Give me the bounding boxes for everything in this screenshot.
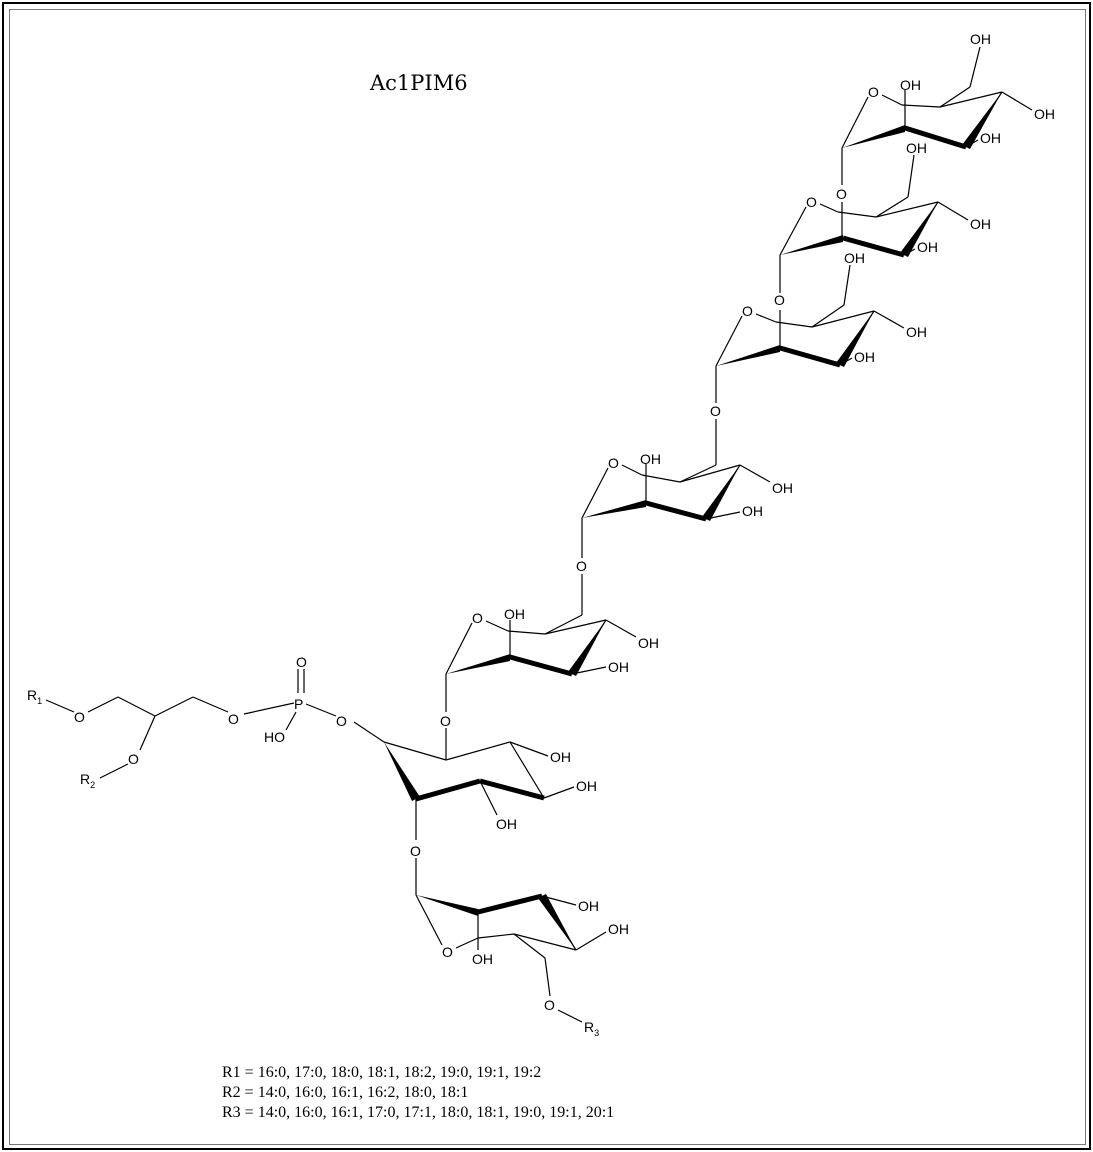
glycosidic-oxygen: O — [576, 558, 587, 574]
compound-title: Ac1PIM6 — [369, 71, 468, 95]
hydroxyl-group: OH — [906, 140, 927, 156]
hydroxyl-group: OH — [970, 31, 991, 47]
hydroxyl-group: OH — [1034, 106, 1055, 122]
ester-oxygen: O — [128, 751, 139, 767]
hydroxyl-group: OH — [900, 77, 921, 93]
substituent-legend: R1 = 16:0, 17:0, 18:0, 18:1, 18:2, 19:0,… — [222, 1064, 614, 1121]
legend-r2: R2 = 14:0, 16:0, 16:1, 16:2, 18:0, 18:1 — [222, 1084, 468, 1101]
hydroxyl-group: OH — [640, 451, 661, 467]
hydroxyl-group: OH — [917, 239, 938, 255]
r3-label: R3 — [584, 1019, 599, 1038]
hydroxyl-group: OH — [504, 606, 525, 622]
ring-oxygen: O — [472, 610, 483, 626]
oxygen-labels: O O O O O O O O O O O O O O O O O O — [74, 84, 879, 1013]
hydroxyl-group: OH — [550, 749, 571, 765]
phosphorus-atom: P — [294, 696, 303, 712]
hydroxyl-group: OH — [578, 898, 599, 914]
r1-label: R1 — [27, 687, 42, 706]
hydroxyl-group: OH — [970, 216, 991, 232]
hydroxyl-group: OH — [844, 250, 865, 266]
phosphate-hydroxyl: HO — [264, 729, 285, 745]
ester-oxygen: O — [544, 997, 555, 1013]
phosphate-oxygen: O — [228, 711, 239, 727]
hydroxyl-group: OH — [496, 816, 517, 832]
mannose-ring-bottom — [415, 858, 607, 1023]
glycosidic-oxygen: O — [410, 843, 421, 859]
mannose-ring-2 — [779, 154, 969, 293]
glycosidic-oxygen: O — [440, 713, 451, 729]
hydroxyl-group: OH — [608, 659, 629, 675]
hydroxyl-group: OH — [472, 951, 493, 967]
mannose-ring-1 — [841, 46, 1033, 185]
hydroxyl-group: OH — [854, 349, 875, 365]
glycosidic-oxygen: O — [710, 403, 721, 419]
ring-oxygen: O — [742, 303, 753, 319]
hydroxyl-group: OH — [980, 130, 1001, 146]
hydroxyl-group: OH — [638, 635, 659, 651]
hydroxyl-group: OH — [608, 921, 629, 937]
hydroxyl-labels: OH OH OH OH OH OH OH OH OH OH OH OH OH O… — [264, 31, 1055, 967]
legend-r1: R1 = 16:0, 17:0, 18:0, 18:1, 18:2, 19:0,… — [222, 1064, 541, 1081]
phosphate-oxygen: O — [336, 713, 347, 729]
inner-frame — [9, 9, 1086, 1145]
r-group-labels: R1 R2 R3 — [27, 687, 599, 1038]
ring-oxygen: O — [806, 194, 817, 210]
hydroxyl-group: OH — [742, 503, 763, 519]
ester-oxygen: O — [74, 709, 85, 725]
r2-label: R2 — [80, 771, 95, 790]
mannose-ring-4 — [581, 419, 771, 558]
glycerol-phosphate-chain — [45, 669, 337, 779]
ring-oxygen: O — [442, 944, 453, 960]
glycosidic-oxygen: O — [774, 292, 785, 308]
inositol-ring — [353, 721, 575, 840]
glycosidic-oxygen: O — [836, 186, 847, 202]
hydroxyl-group: OH — [576, 778, 597, 794]
ring-oxygen: O — [868, 84, 879, 100]
hydroxyl-group: OH — [772, 480, 793, 496]
hydroxyl-group: OH — [906, 324, 927, 340]
ring-oxygen: O — [608, 455, 619, 471]
mannose-ring-5 — [445, 574, 637, 712]
mannose-ring-3 — [715, 264, 905, 403]
legend-r3: R3 = 14:0, 16:0, 16:1, 17:0, 17:1, 18:0,… — [222, 1104, 614, 1121]
phosphate-oxygen: O — [296, 654, 307, 670]
